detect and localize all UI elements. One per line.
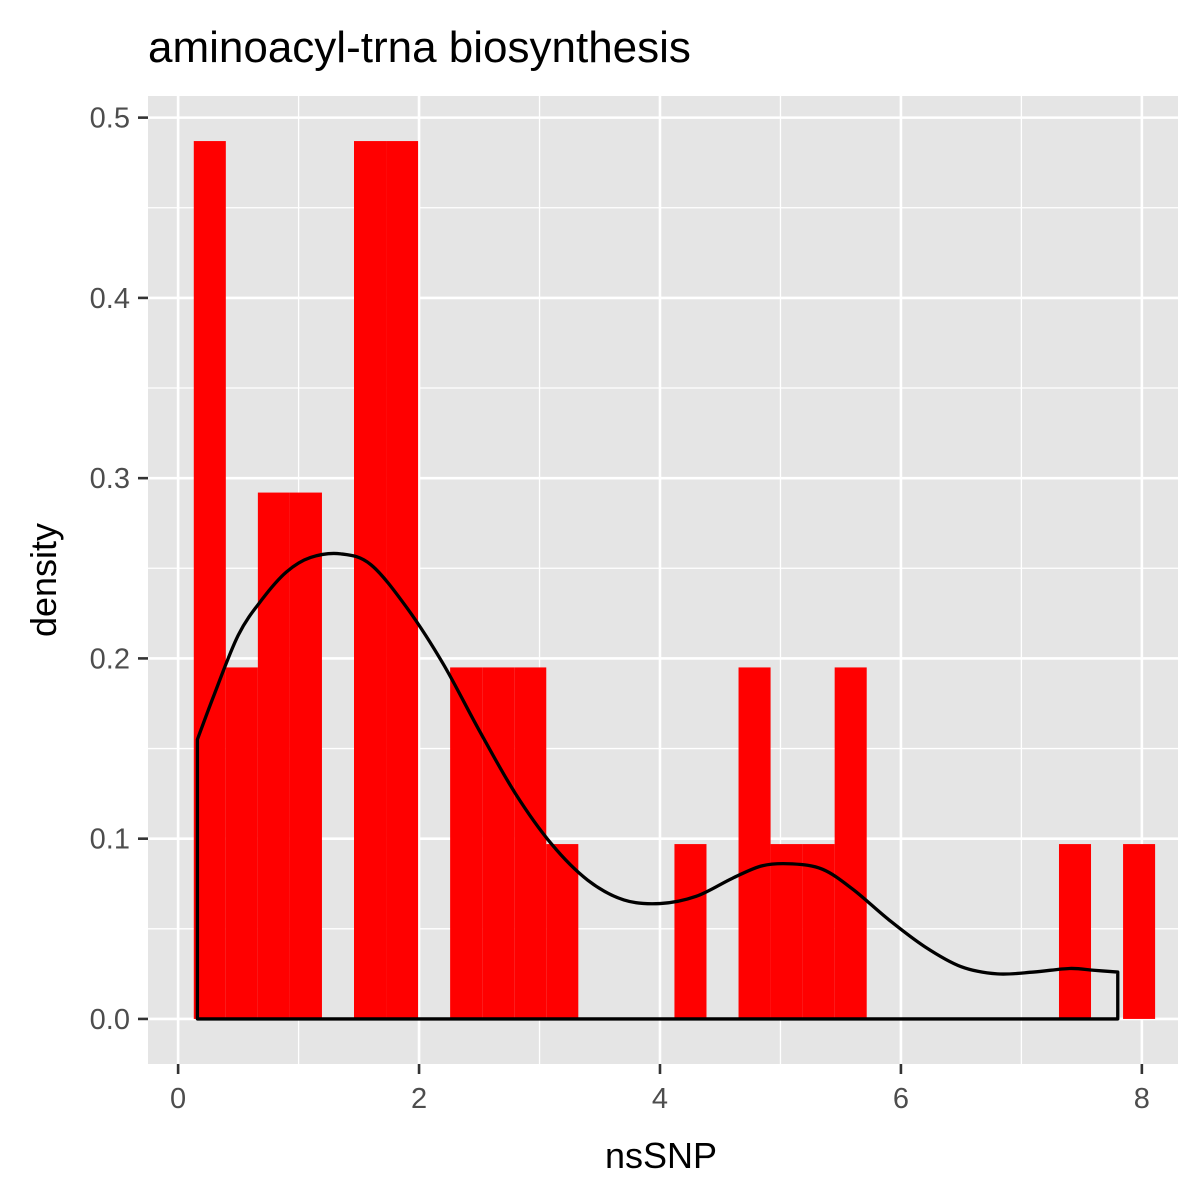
histogram-bar bbox=[386, 141, 419, 1019]
y-tick-label: 0.2 bbox=[90, 643, 130, 675]
y-axis: 0.0 0.1 0.2 0.3 0.4 0.5 bbox=[90, 103, 148, 1036]
x-tick-label: 0 bbox=[170, 1083, 186, 1115]
histogram-bar bbox=[225, 667, 258, 1019]
histogram-bar bbox=[193, 141, 226, 1019]
minor-grid bbox=[148, 96, 1178, 1064]
y-tick-label: 0.4 bbox=[90, 283, 130, 315]
histogram-bar bbox=[257, 492, 290, 1019]
density-curve bbox=[195, 551, 1120, 1021]
histogram-bar bbox=[1058, 844, 1092, 1019]
x-tick-label: 2 bbox=[411, 1083, 427, 1115]
histogram-bar bbox=[289, 492, 322, 1019]
y-tick-label: 0.1 bbox=[90, 824, 130, 856]
histogram-bar bbox=[834, 667, 867, 1019]
histogram-bar bbox=[482, 667, 515, 1019]
histogram-bar bbox=[546, 844, 579, 1019]
histogram-bars bbox=[193, 141, 1156, 1019]
y-tick-label: 0.3 bbox=[90, 463, 130, 495]
x-tick-label: 4 bbox=[652, 1083, 668, 1115]
y-axis-title: density bbox=[23, 523, 64, 637]
histogram-bar bbox=[802, 844, 835, 1019]
histogram-bar bbox=[514, 667, 547, 1019]
histogram-bar bbox=[738, 667, 771, 1019]
y-tick-label: 0.0 bbox=[90, 1004, 130, 1036]
chart-title: aminoacyl-trna biosynthesis bbox=[148, 23, 691, 72]
histogram-bar bbox=[674, 844, 707, 1019]
y-tick-label: 0.5 bbox=[90, 103, 130, 135]
x-tick-label: 8 bbox=[1134, 1083, 1150, 1115]
histogram-bar bbox=[770, 844, 803, 1019]
x-axis-title: nsSNP bbox=[605, 1135, 717, 1176]
histogram-bar bbox=[354, 141, 387, 1019]
x-axis: 0 2 4 6 8 bbox=[170, 1064, 1150, 1115]
x-tick-label: 6 bbox=[893, 1083, 909, 1115]
histogram-bar bbox=[1123, 844, 1156, 1019]
histogram-bar bbox=[450, 667, 483, 1019]
